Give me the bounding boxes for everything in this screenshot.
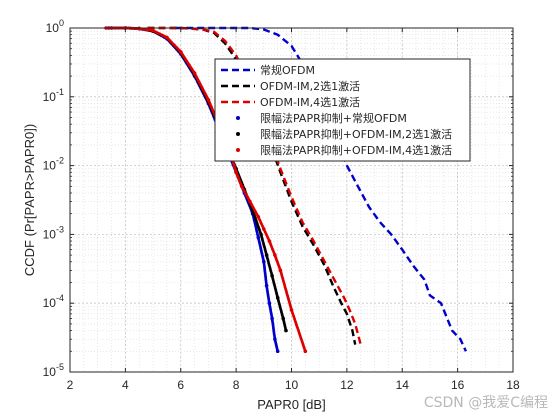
- x-tick-label: 2: [67, 378, 74, 392]
- series-dot-5: [281, 315, 285, 319]
- legend-swatch-5: [236, 132, 240, 136]
- x-tick-label: 6: [177, 378, 184, 392]
- series-dot-4: [262, 258, 265, 262]
- series-dot-6: [272, 252, 276, 256]
- series-dot-6: [256, 214, 259, 217]
- series-dot-6: [164, 35, 167, 39]
- series-dot-4: [275, 348, 279, 352]
- legend-box: [214, 58, 471, 162]
- series-dot-6: [267, 238, 271, 242]
- x-axis-label: PAPR0 [dB]: [257, 397, 325, 412]
- series-dot-4: [267, 300, 271, 303]
- series-dot-4: [273, 336, 277, 339]
- x-tick-label: 14: [396, 378, 410, 392]
- legend-label-6: 限幅法PAPR抑制+OFDM-IM,4选1激活: [260, 143, 452, 157]
- series-dot-5: [264, 252, 268, 255]
- x-tick-label: 4: [122, 378, 129, 392]
- series-dot-6: [206, 97, 210, 100]
- series-dot-4: [265, 282, 268, 286]
- series-dot-4: [256, 234, 260, 238]
- x-tick-label: 12: [340, 378, 354, 392]
- y-tick-label: 10-2: [43, 156, 64, 173]
- y-tick-label: 10-1: [43, 87, 64, 104]
- x-tick-label: 8: [233, 378, 240, 392]
- series-dot-6: [247, 198, 251, 202]
- legend-swatch-4: [236, 116, 240, 120]
- series-dot-6: [239, 183, 243, 187]
- x-tick-label: 10: [285, 378, 299, 392]
- y-tick-label: 100: [46, 18, 64, 35]
- series-line-1: [175, 26, 467, 352]
- series-dot-6: [289, 306, 293, 310]
- x-tick-label: 18: [506, 378, 520, 392]
- series-dot-5: [270, 272, 274, 276]
- axes: 2 4 6 8 10 12 14 16 18 10-5 10-4 10-3 10-2 10-1 100 PAP…: [22, 18, 520, 412]
- y-tick-label: 10-5: [43, 362, 64, 379]
- legend-label-2: OFDM-IM,2选1激活: [260, 79, 360, 93]
- legend-label-5: 限幅法PAPR抑制+OFDM-IM,2选1激活: [260, 127, 452, 141]
- series-dot-6: [261, 226, 265, 229]
- y-axis-label: CCDF (Pr[PAPR>PAPR0]): [22, 124, 37, 276]
- series-dot-6: [234, 169, 238, 173]
- legend-label-4: 限幅法PAPR抑制+常规OFDM: [260, 111, 407, 125]
- series-dot-6: [303, 348, 307, 352]
- watermark: CSDN @我爱C编程: [423, 395, 548, 411]
- series-line-3: [147, 26, 362, 345]
- legend: 常规OFDM OFDM-IM,2选1激活 OFDM-IM,4选1激活限幅法PAPR抑…: [214, 58, 471, 162]
- legend-label-1: 常规OFDM: [260, 63, 315, 77]
- series-dot-5: [259, 231, 262, 235]
- legend-label-3: OFDM-IM,4选1激活: [260, 95, 360, 109]
- series-dot-5: [275, 294, 279, 298]
- y-tick-label: 10-4: [43, 293, 64, 310]
- series-dot-4: [270, 315, 274, 319]
- legend-swatch-6: [236, 148, 240, 152]
- y-tick-label: 10-3: [43, 224, 64, 241]
- series-dot-6: [192, 70, 196, 74]
- series-dot-6: [278, 267, 282, 271]
- series-dot-5: [284, 327, 287, 331]
- series-dot-6: [178, 49, 182, 53]
- series-dot-6: [150, 28, 153, 32]
- x-tick-label: 16: [451, 378, 465, 392]
